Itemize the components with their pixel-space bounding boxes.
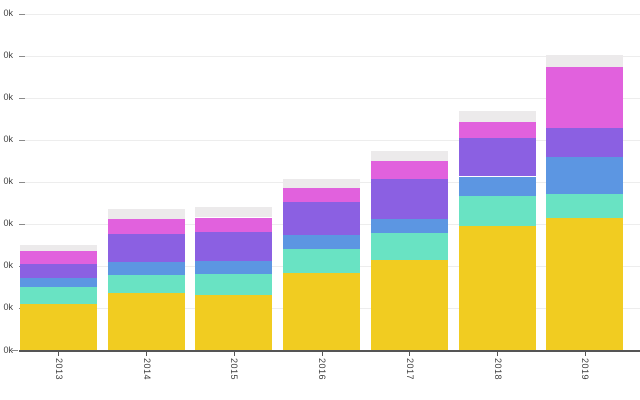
bar-segment-blue[interactable] [195,260,273,275]
bar-segment-teal[interactable] [546,194,624,218]
bar-segment-light-gray[interactable] [546,54,624,68]
bar-segment-purple[interactable] [195,232,273,261]
bar-segment-yellow[interactable] [458,225,536,350]
bar-segment-magenta[interactable] [370,160,448,179]
bar-segment-blue[interactable] [370,218,448,234]
y-axis-tick-label: 0k [3,176,13,187]
y-axis-tick [19,181,25,183]
x-axis-line [19,350,640,352]
y-axis-tick [19,13,25,15]
bar-segment-teal[interactable] [283,249,361,274]
x-axis-label: 2017 [404,358,415,381]
x-axis-tick [584,351,586,356]
bar-segment-blue[interactable] [19,278,97,287]
bar-segment-light-gray[interactable] [283,178,361,189]
bar-segment-yellow[interactable] [107,293,185,350]
y-axis-tick-label: 0k [3,344,13,355]
bar-segment-yellow[interactable] [283,273,361,350]
x-axis-tick [321,351,323,356]
y-axis-tick-label: 0k [3,50,13,61]
bar-segment-purple[interactable] [370,178,448,219]
x-axis-label: 2016 [317,358,328,381]
x-axis-label: 2014 [141,358,152,381]
bar-segment-light-gray[interactable] [370,151,448,161]
bar-segment-light-gray[interactable] [195,206,273,218]
bar-segment-yellow[interactable] [370,259,448,350]
bar-segment-blue[interactable] [107,261,185,276]
bar-segment-light-gray[interactable] [458,111,536,122]
bar-segment-light-gray[interactable] [107,209,185,219]
bar-segment-purple[interactable] [283,201,361,236]
x-axis-tick [146,351,148,356]
bar-segment-magenta[interactable] [458,121,536,138]
x-axis-label: 2015 [229,358,240,381]
y-axis-tick-label: 0k [3,260,13,271]
bar-segment-teal[interactable] [195,274,273,296]
y-axis-tick [19,55,25,57]
bar-segment-blue[interactable] [283,235,361,250]
bar-segment-purple[interactable] [107,234,185,262]
y-axis-tick-label: 0k [3,302,13,313]
bar-segment-purple[interactable] [19,263,97,279]
bar-segment-purple[interactable] [546,128,624,157]
x-axis-label: 2019 [580,358,591,381]
bar-segment-teal[interactable] [19,286,97,304]
x-axis-label: 2013 [53,358,64,381]
x-axis-tick [497,351,499,356]
bar-segment-magenta[interactable] [195,217,273,233]
bar-segment-teal[interactable] [370,233,448,260]
y-axis-tick [19,223,25,225]
bar-segment-magenta[interactable] [107,218,185,235]
bar-segment-yellow[interactable] [19,303,97,350]
x-axis-tick [409,351,411,356]
bar-segment-magenta[interactable] [283,188,361,202]
y-axis-tick [19,139,25,141]
y-axis-tick-label: 0k [3,134,13,145]
y-axis-tick-label: 0k [3,218,13,229]
bar-segment-teal[interactable] [107,275,185,294]
bar-segment-magenta[interactable] [19,251,97,264]
bar-segment-yellow[interactable] [546,217,624,350]
y-axis-tick [19,97,25,99]
bar-segment-yellow[interactable] [195,295,273,350]
y-axis-tick-label: 0k [3,92,13,103]
bar-segment-teal[interactable] [458,196,536,226]
bar-segment-light-gray[interactable] [19,244,97,252]
bar-segment-blue[interactable] [546,156,624,195]
y-axis-tick-label: 0k [3,8,13,19]
x-axis-tick [233,351,235,356]
bar-segment-blue[interactable] [458,176,536,197]
bar-segment-magenta[interactable] [546,67,624,129]
x-axis-tick [58,351,60,356]
gridline [19,13,640,15]
bar-segment-purple[interactable] [458,137,536,177]
x-axis-label: 2018 [492,358,503,381]
y-axis-tick [12,350,18,351]
